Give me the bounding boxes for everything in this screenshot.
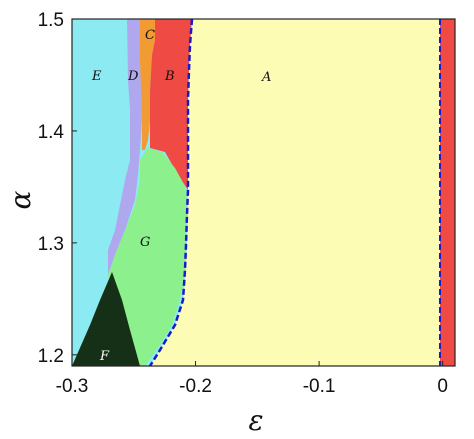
region-D	[108, 19, 142, 275]
region-label-B: B	[164, 69, 175, 84]
region-label-C: C	[145, 28, 155, 43]
region-B-strip	[440, 19, 455, 366]
x-tick-label: -0.3	[56, 376, 89, 397]
critical-boundary-line	[148, 18, 194, 367]
region-label-F: F	[99, 349, 110, 364]
y-tick-label: 1.3	[38, 234, 64, 255]
region-label-A: A	[261, 70, 271, 85]
plot-frame	[71, 18, 456, 367]
x-tick-label: 0	[437, 376, 448, 397]
x-tick-label: -0.1	[303, 376, 336, 397]
x-tick-label: -0.2	[179, 376, 212, 397]
region-A	[150, 19, 440, 366]
x-axis-label: ε	[248, 404, 263, 437]
y-axis-ticks: 1.2 1.3 1.4 1.5	[38, 10, 77, 367]
y-tick-label: 1.2	[38, 346, 64, 367]
region-labels: A B C D E F G	[91, 28, 271, 364]
region-label-E: E	[91, 69, 102, 84]
y-tick-label: 1.4	[38, 122, 65, 143]
region-label-D: D	[127, 69, 139, 84]
region-G	[108, 148, 187, 366]
y-axis-label: α	[4, 190, 37, 209]
region-C	[140, 19, 155, 150]
x-axis-ticks: -0.3 -0.2 -0.1 0	[56, 361, 448, 397]
region-B	[150, 19, 192, 190]
region-F	[72, 272, 140, 366]
y-tick-label: 1.5	[38, 10, 64, 31]
plot-area	[71, 18, 456, 367]
region-label-G: G	[140, 235, 150, 250]
